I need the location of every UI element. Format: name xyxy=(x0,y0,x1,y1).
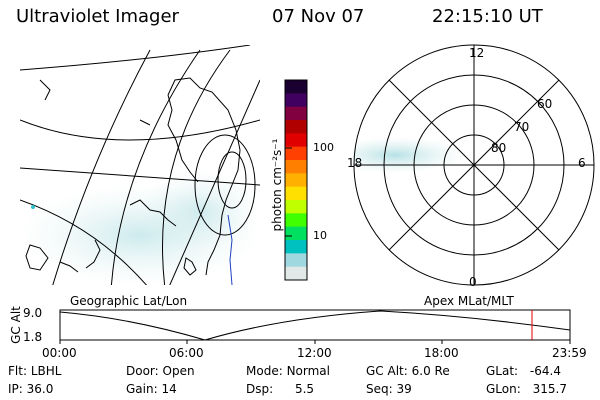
altitude-plot xyxy=(59,309,571,344)
time-tick-1: 06:00 xyxy=(169,346,204,360)
time-label: 22:15:10 UT xyxy=(432,6,543,27)
gc-alt-value: 6.0 Re xyxy=(411,364,450,378)
door-label: Door: xyxy=(126,364,159,378)
colorbar xyxy=(285,80,307,281)
seq-status: Seq: 39 xyxy=(366,382,412,396)
time-tick-0: 00:00 xyxy=(42,346,77,360)
colorbar-band xyxy=(285,173,307,188)
filter-value: LBHL xyxy=(30,364,62,378)
colorbar-band xyxy=(285,186,307,201)
mode-label: Mode: xyxy=(246,364,283,378)
gc-alt-status: GC Alt: 6.0 Re xyxy=(366,364,450,378)
colorbar-band xyxy=(285,146,307,161)
geo-map-label: Geographic Lat/Lon xyxy=(70,294,188,308)
gc-alt-label: GC Alt: xyxy=(366,364,408,378)
colorbar-band xyxy=(285,200,307,214)
glat-label: GLat: xyxy=(486,364,519,378)
mlt-label-bottom: 0 xyxy=(469,275,477,289)
colorbar-band xyxy=(285,80,307,94)
colorbar-band xyxy=(285,106,307,121)
glon-status: GLon: 315.7 xyxy=(486,382,567,396)
dsp-status: Dsp: 5.5 xyxy=(246,382,314,396)
time-tick-2: 12:00 xyxy=(297,346,332,360)
colorbar-band xyxy=(285,213,307,228)
altitude-tick-1: 1.8 xyxy=(23,330,43,344)
gain-value: 14 xyxy=(161,382,177,396)
lat-label-60: 60 xyxy=(537,97,553,111)
ip-status: IP: 36.0 xyxy=(8,382,53,396)
colorbar-tick-100: 100 xyxy=(313,141,334,154)
door-value: Open xyxy=(162,364,195,378)
lat-label-70: 70 xyxy=(514,120,530,134)
colorbar-band xyxy=(285,253,307,268)
colorbar-band xyxy=(285,266,307,281)
dsp-label: Dsp: xyxy=(246,382,274,396)
mode-value: Normal xyxy=(286,364,330,378)
colorbar-band xyxy=(285,226,307,241)
ip-label: IP: xyxy=(8,382,23,396)
ip-value: 36.0 xyxy=(26,382,54,396)
polar-plot xyxy=(353,44,595,286)
gain-label: Gain: xyxy=(126,382,158,396)
altitude-tick-9: 9.0 xyxy=(23,306,43,320)
mlt-label-top: 12 xyxy=(469,46,485,60)
filter-label: Flt: xyxy=(8,364,27,378)
colorbar-band xyxy=(285,160,307,174)
colorbar-band xyxy=(285,240,307,254)
colorbar-unit-label: photon cm⁻²s⁻¹ xyxy=(270,138,284,232)
glon-label: GLon: xyxy=(486,382,521,396)
colorbar-band xyxy=(285,133,307,148)
instrument-title: Ultraviolet Imager xyxy=(16,6,179,27)
time-tick-4: 23:59 xyxy=(552,346,587,360)
seq-value: 39 xyxy=(396,382,412,396)
altitude-axis-label: GC Alt xyxy=(9,306,23,344)
colorbar-band xyxy=(285,93,307,108)
mlt-label-left: 18 xyxy=(347,156,363,170)
time-tick-3: 18:00 xyxy=(424,346,459,360)
gain-status: Gain: 14 xyxy=(126,382,177,396)
glon-value: 315.7 xyxy=(532,382,567,396)
geo-map xyxy=(20,45,260,285)
polar-plot-label: Apex MLat/MLT xyxy=(424,294,514,308)
glat-value: -64.4 xyxy=(529,364,561,378)
lat-label-80: 80 xyxy=(491,141,507,155)
glat-status: GLat: -64.4 xyxy=(486,364,561,378)
colorbar-tick-10: 10 xyxy=(313,229,327,242)
mode-status: Mode: Normal xyxy=(246,364,330,378)
date-label: 07 Nov 07 xyxy=(272,6,365,27)
filter-status: Flt: LBHL xyxy=(8,364,61,378)
seq-label: Seq: xyxy=(366,382,393,396)
door-status: Door: Open xyxy=(126,364,195,378)
mlt-label-right: 6 xyxy=(578,156,586,170)
dsp-value: 5.5 xyxy=(294,382,315,396)
colorbar-band xyxy=(285,120,307,134)
